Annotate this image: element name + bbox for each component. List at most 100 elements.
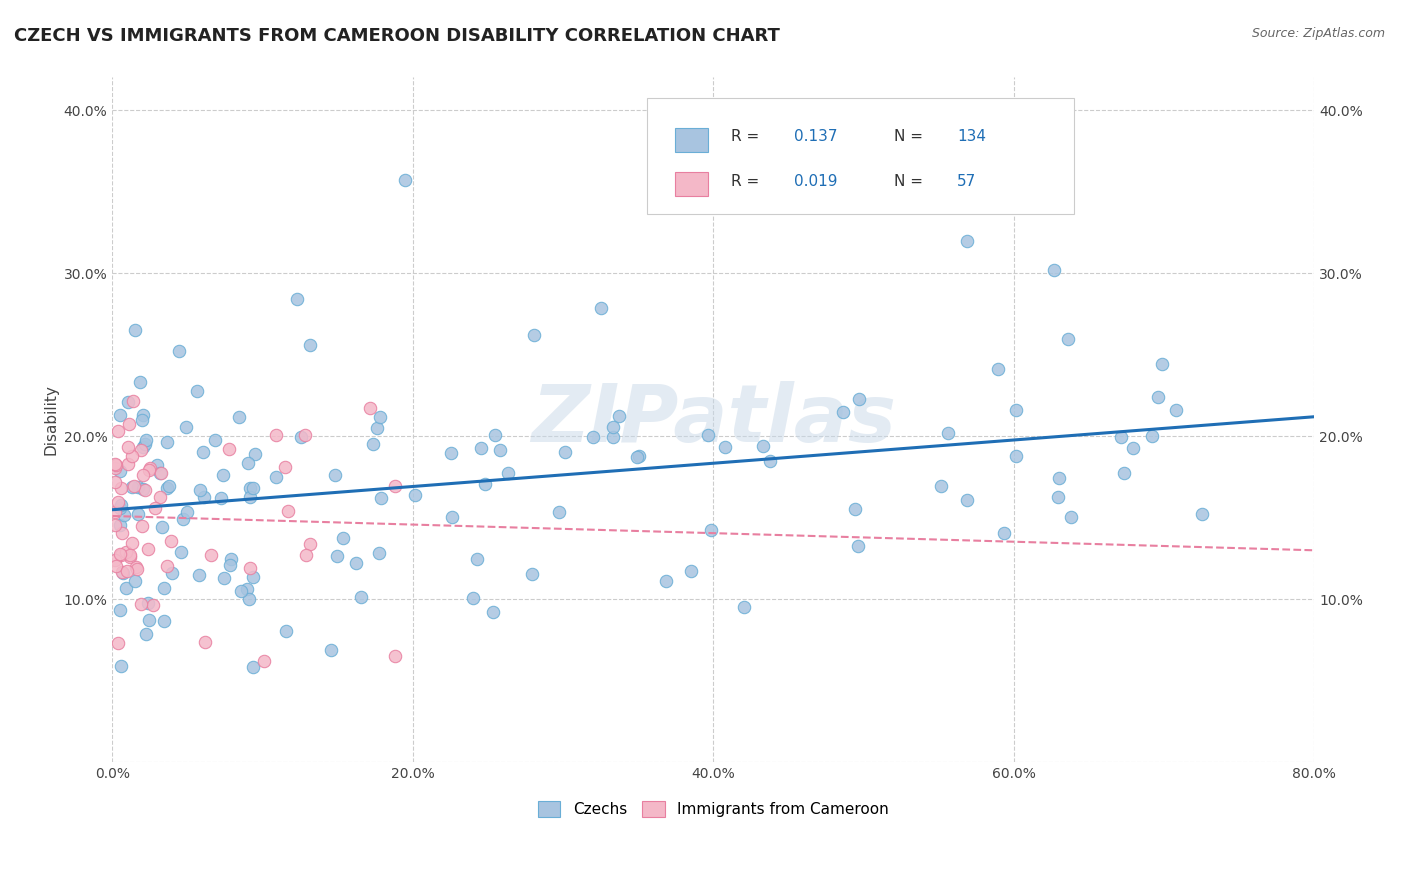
Point	[143, 501, 166, 516]
Point	[1164, 403, 1187, 417]
Point	[1152, 357, 1174, 371]
Point	[440, 510, 463, 524]
Point	[124, 574, 146, 588]
Point	[679, 565, 702, 579]
Point	[1122, 441, 1144, 455]
Point	[138, 613, 160, 627]
Point	[121, 480, 143, 494]
Point	[325, 549, 347, 563]
Point	[523, 327, 546, 342]
Point	[117, 440, 139, 454]
Point	[370, 491, 392, 505]
Point	[111, 566, 134, 580]
Point	[191, 444, 214, 458]
Point	[370, 410, 392, 425]
Point	[108, 408, 131, 422]
Point	[115, 582, 138, 596]
Point	[1047, 470, 1070, 484]
Text: 0.019: 0.019	[794, 174, 838, 189]
Point	[160, 566, 183, 581]
Point	[733, 599, 755, 614]
Point	[156, 435, 179, 450]
Point	[956, 492, 979, 507]
Point	[349, 590, 371, 604]
Point	[323, 468, 346, 483]
FancyBboxPatch shape	[675, 128, 709, 153]
Point	[474, 477, 496, 491]
Point	[149, 490, 172, 504]
Point	[394, 172, 416, 186]
Text: N =: N =	[894, 174, 928, 189]
FancyBboxPatch shape	[675, 172, 709, 196]
Point	[129, 375, 152, 389]
Point	[238, 481, 260, 495]
Point	[105, 458, 128, 472]
Point	[238, 456, 260, 470]
Point	[131, 413, 153, 427]
Point	[142, 598, 165, 612]
Point	[294, 548, 316, 562]
Point	[470, 441, 492, 455]
Point	[153, 581, 176, 595]
Point	[209, 491, 232, 505]
Point	[104, 457, 127, 471]
Point	[131, 408, 153, 422]
Point	[134, 436, 156, 450]
Point	[243, 447, 266, 461]
Point	[107, 636, 129, 650]
Point	[104, 553, 127, 567]
Point	[344, 556, 367, 570]
Point	[1005, 402, 1028, 417]
Legend: Czechs, Immigrants from Cameroon: Czechs, Immigrants from Cameroon	[531, 795, 896, 823]
Point	[277, 504, 299, 518]
Point	[759, 454, 782, 468]
Point	[150, 466, 173, 480]
Point	[127, 480, 149, 494]
Point	[124, 323, 146, 337]
Point	[384, 479, 406, 493]
Point	[489, 442, 512, 457]
Point	[200, 548, 222, 562]
Point	[846, 539, 869, 553]
Point	[714, 440, 737, 454]
Point	[299, 537, 322, 551]
Point	[319, 643, 342, 657]
Point	[188, 483, 211, 497]
Text: Source: ZipAtlas.com: Source: ZipAtlas.com	[1251, 27, 1385, 40]
Point	[627, 450, 650, 464]
Point	[118, 550, 141, 565]
Point	[110, 499, 132, 513]
Point	[496, 466, 519, 480]
Point	[125, 562, 148, 576]
Point	[359, 401, 381, 415]
Point	[150, 520, 173, 534]
Point	[697, 428, 720, 442]
FancyBboxPatch shape	[647, 98, 1074, 214]
Point	[274, 624, 297, 639]
Point	[117, 457, 139, 471]
Point	[132, 482, 155, 496]
Point	[110, 548, 132, 562]
Point	[548, 505, 571, 519]
Point	[366, 421, 388, 435]
Point	[404, 488, 426, 502]
Point	[167, 344, 190, 359]
Point	[204, 434, 226, 448]
Point	[111, 565, 134, 579]
Point	[274, 460, 297, 475]
Point	[212, 571, 235, 585]
Point	[228, 409, 250, 424]
Point	[266, 428, 288, 442]
Point	[122, 478, 145, 492]
Point	[602, 430, 624, 444]
Point	[157, 479, 180, 493]
Point	[131, 519, 153, 533]
Point	[156, 558, 179, 573]
Point	[607, 409, 630, 423]
Point	[1140, 429, 1163, 443]
Point	[238, 592, 260, 607]
Point	[104, 518, 127, 533]
Point	[218, 442, 240, 457]
Point	[176, 504, 198, 518]
Point	[626, 450, 648, 465]
